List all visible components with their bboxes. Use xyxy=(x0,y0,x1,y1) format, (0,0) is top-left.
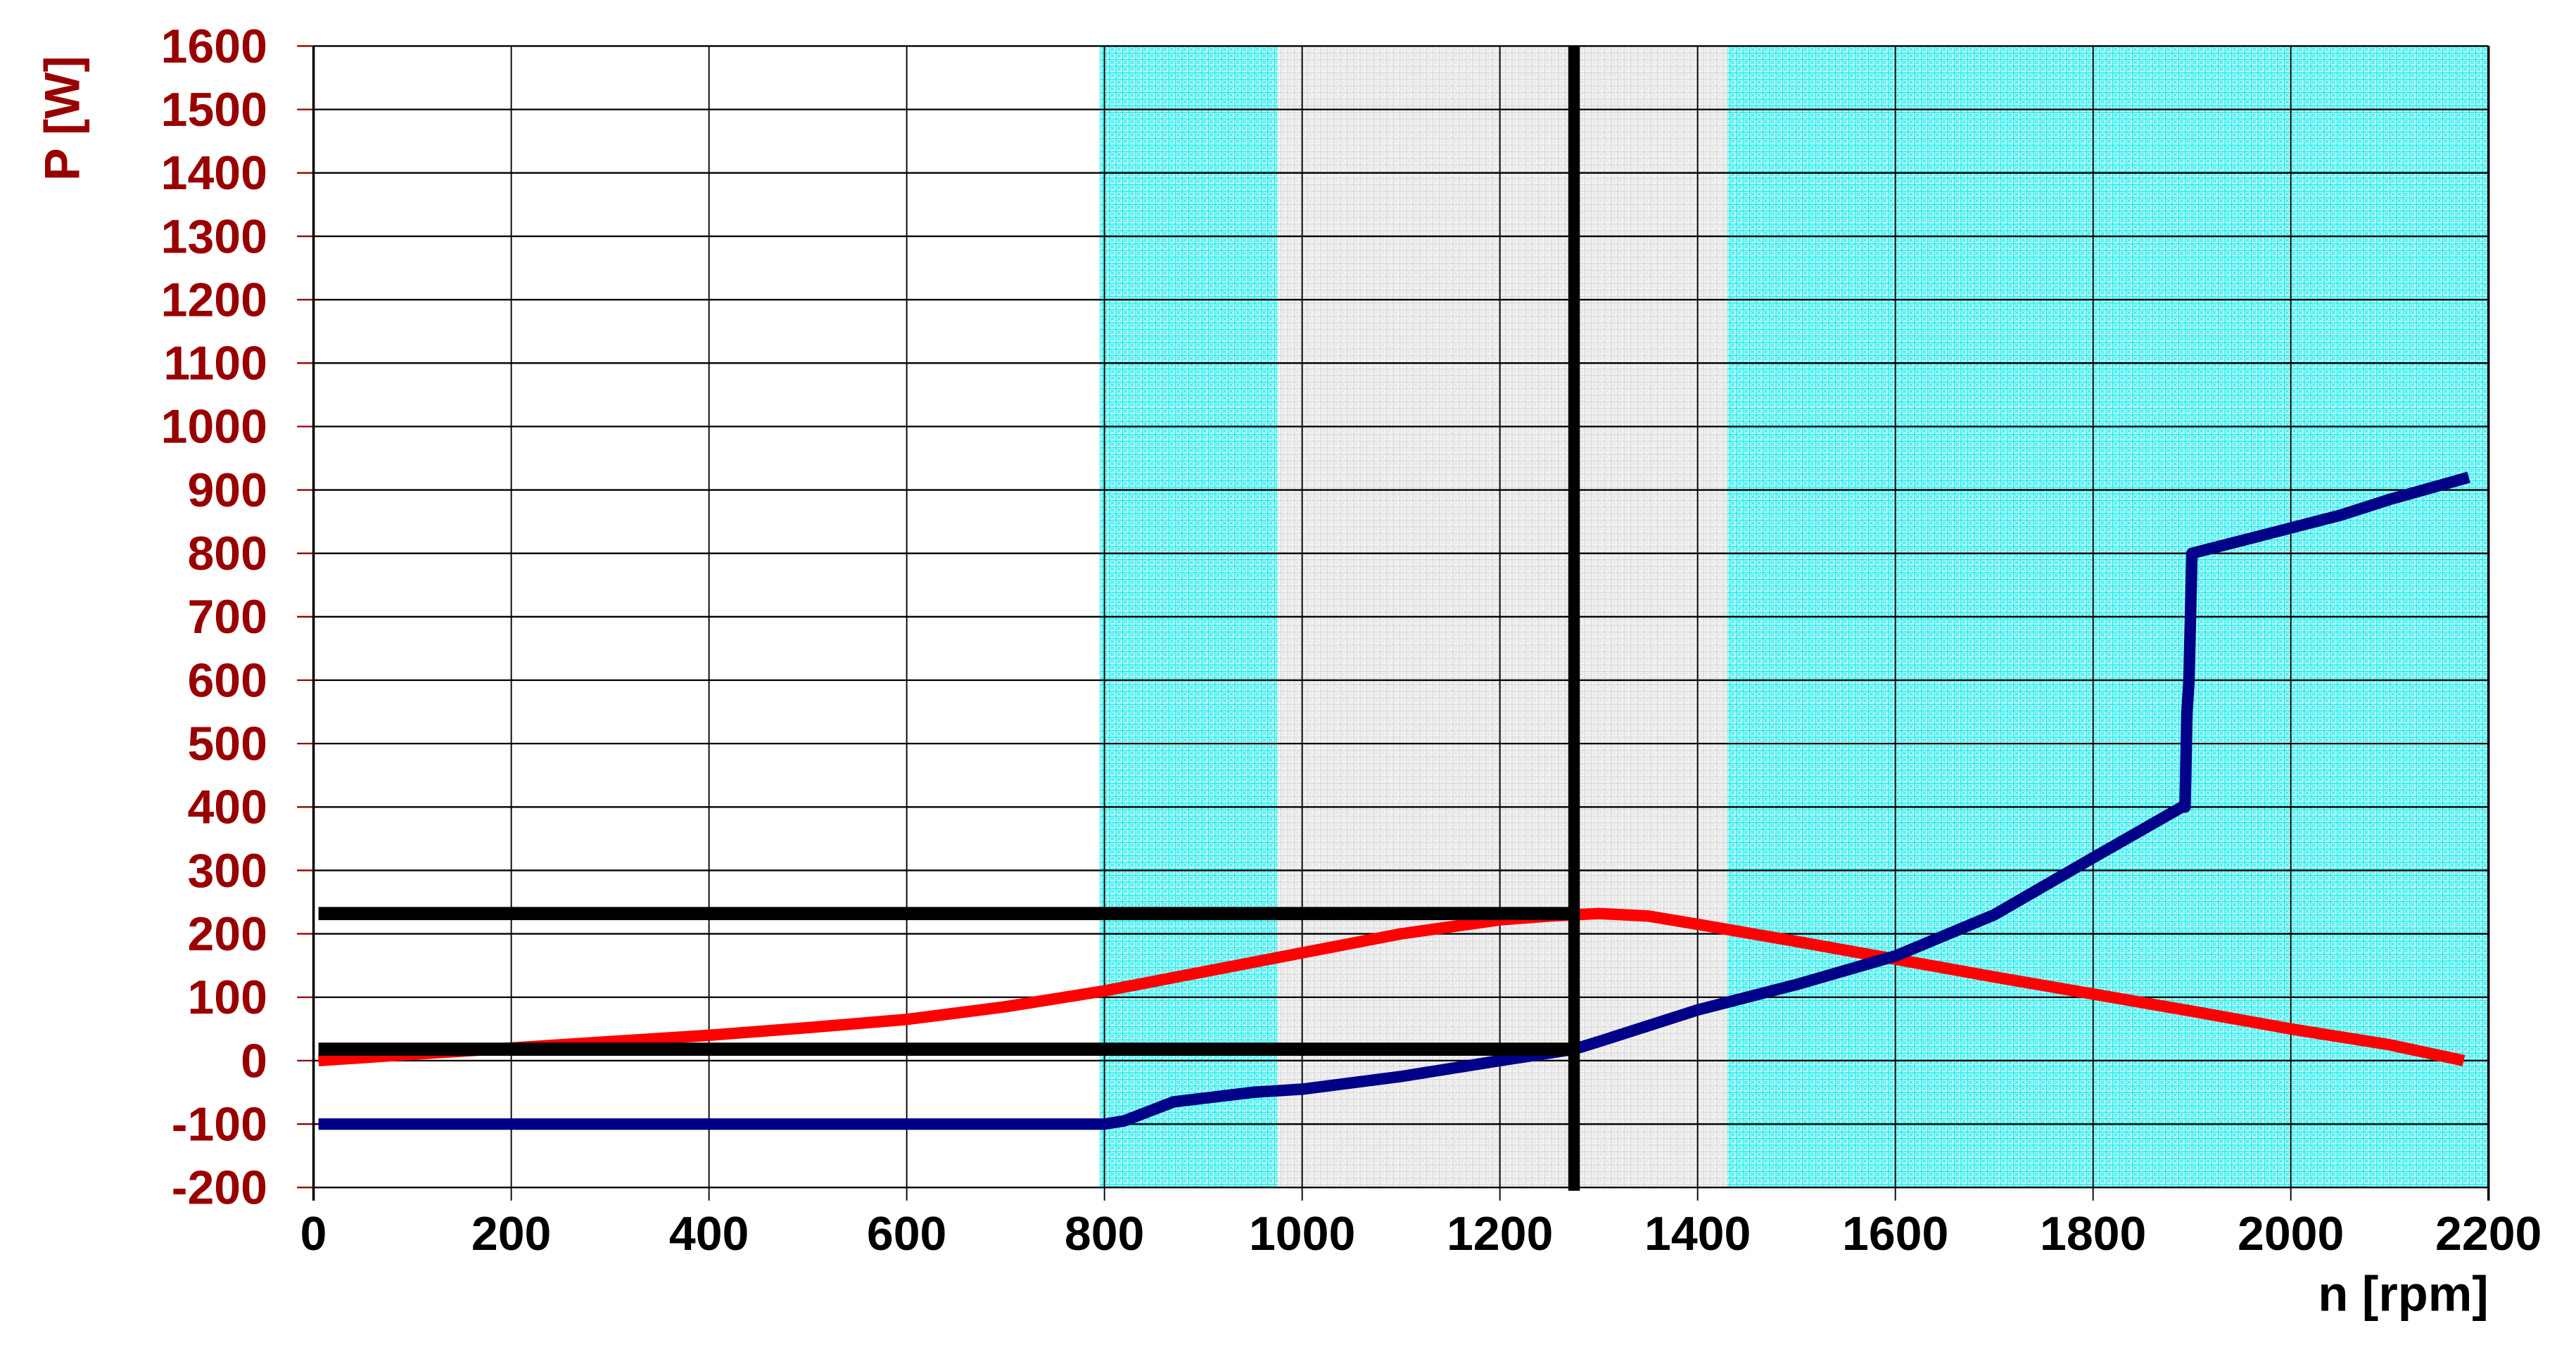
y-tick-label: 400 xyxy=(187,781,267,834)
y-axis-ticks: -200 -100 0 100 200 300 400 500 600 700 800 900 1000… xyxy=(161,20,267,1215)
y-tick-label: 700 xyxy=(187,591,267,644)
x-tick-label: 1200 xyxy=(1447,1208,1553,1260)
y-tick-label: -100 xyxy=(172,1099,267,1151)
y-tick-label: 1200 xyxy=(161,274,267,327)
x-axis-label: n [rpm] xyxy=(2318,1266,2488,1322)
y-tick-label: 0 xyxy=(241,1035,267,1087)
marker-lines xyxy=(318,46,1580,1191)
x-tick-label: 400 xyxy=(669,1208,749,1260)
x-axis-ticks: 0 200 400 600 800 1000 1200 1400 1600 1800 2000 220… xyxy=(300,1208,2542,1260)
x-tick-label: 2000 xyxy=(2238,1208,2344,1260)
x-tick-label: 600 xyxy=(867,1208,946,1260)
x-tick-label: 1600 xyxy=(1842,1208,1948,1260)
x-tick-label: 0 xyxy=(300,1208,327,1260)
y-tick-label: 500 xyxy=(187,718,267,771)
x-tick-label: 200 xyxy=(471,1208,551,1260)
x-tick-label: 800 xyxy=(1065,1208,1144,1260)
y-tick-label: 1000 xyxy=(161,401,267,454)
x-tick-label: 2200 xyxy=(2435,1208,2542,1260)
x-tick-label: 1800 xyxy=(2040,1208,2146,1260)
y-tick-label: -200 xyxy=(172,1162,267,1215)
y-tick-label: 1500 xyxy=(161,84,267,136)
blue-power-curve xyxy=(318,471,2470,1130)
y-tick-label: 1300 xyxy=(161,210,267,263)
x-tick-label: 1400 xyxy=(1644,1208,1751,1260)
y-tick-label: 100 xyxy=(187,971,267,1024)
y-axis-label: P [W] xyxy=(34,56,89,181)
y-tick-label: 1100 xyxy=(163,338,267,390)
y-tick-label: 600 xyxy=(187,654,267,707)
y-tick-label: 900 xyxy=(187,464,267,517)
y-tick-label: 200 xyxy=(187,908,267,961)
x-tick-label: 1000 xyxy=(1249,1208,1355,1260)
y-tick-label: 800 xyxy=(187,528,267,580)
y-tick-label: 1600 xyxy=(161,20,267,73)
y-tick-label: 1400 xyxy=(161,147,267,200)
y-tick-label: 300 xyxy=(187,845,267,898)
